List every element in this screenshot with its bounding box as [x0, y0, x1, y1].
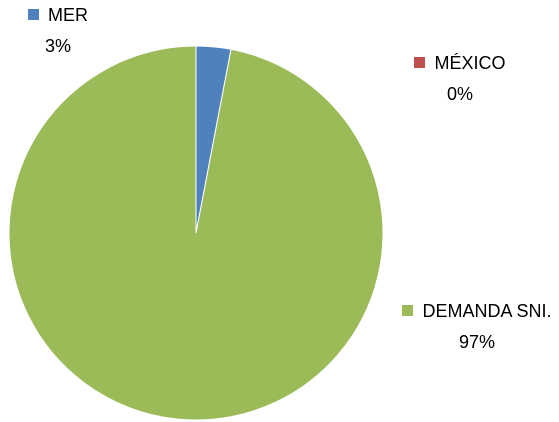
data-label: DEMANDA SNI. 97%: [398, 296, 556, 358]
legend-swatch: [414, 57, 426, 68]
label-name-line: MÉXICO: [392, 48, 528, 79]
data-label: MER 3%: [8, 0, 108, 62]
category-label: MER: [48, 5, 88, 25]
legend-swatch: [402, 305, 414, 316]
data-label: MÉXICO 0%: [392, 48, 528, 110]
pie-slice: [8, 45, 384, 421]
label-name-line: MER: [8, 0, 108, 31]
value-label: 3%: [44, 36, 71, 56]
value-label: 0%: [446, 84, 473, 104]
category-label: MÉXICO: [434, 53, 506, 73]
category-label: DEMANDA SNI.: [422, 301, 552, 321]
label-name-line: DEMANDA SNI.: [398, 296, 556, 327]
legend-swatch: [28, 9, 39, 20]
value-label: 97%: [458, 332, 496, 352]
